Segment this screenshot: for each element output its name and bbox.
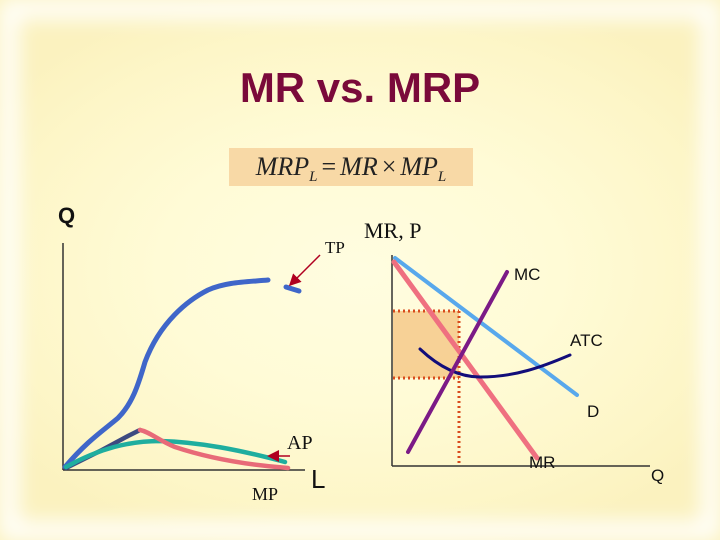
- right-x-axis-label: Q: [651, 466, 665, 485]
- formula-mrp: MRP: [255, 152, 310, 181]
- mc-label: MC: [514, 265, 541, 284]
- mr-curve: [391, 259, 540, 461]
- formula-equals: =: [321, 152, 337, 181]
- ap-label: AP: [287, 432, 313, 454]
- right-y-axis-label: MR, P: [364, 218, 422, 243]
- formula-mr: MR: [340, 152, 378, 181]
- formula-mp: MP: [400, 152, 438, 181]
- tp-label: TP: [325, 238, 345, 257]
- left-y-axis-label: Q: [58, 203, 76, 228]
- left-x-axis-label: L: [311, 464, 326, 494]
- mc-curve: [406, 270, 509, 454]
- mp-label: MP: [252, 484, 279, 504]
- profit-area: [393, 311, 459, 378]
- mr-label: MR: [529, 453, 556, 472]
- formula-mp-subscript: L: [437, 169, 447, 185]
- demand-label: D: [587, 402, 600, 421]
- left-graph: [62, 243, 321, 471]
- mrp-formula: MRPL = MR × MPL: [229, 148, 473, 186]
- mp-curve: [137, 427, 291, 471]
- formula-times: ×: [381, 152, 397, 181]
- slide-title: MR vs. MRP: [239, 64, 481, 111]
- tp-curve: [62, 277, 271, 470]
- formula-mrp-subscript: L: [309, 169, 318, 185]
- right-graph: [391, 255, 650, 467]
- tp-curve-segment: [283, 284, 302, 294]
- formula-box: MRPL = MR × MPL: [229, 148, 473, 186]
- demand-curve: [393, 256, 579, 397]
- atc-curve: [418, 347, 572, 379]
- atc-label: ATC: [570, 331, 603, 350]
- tp-pointer-arrow: [288, 254, 321, 287]
